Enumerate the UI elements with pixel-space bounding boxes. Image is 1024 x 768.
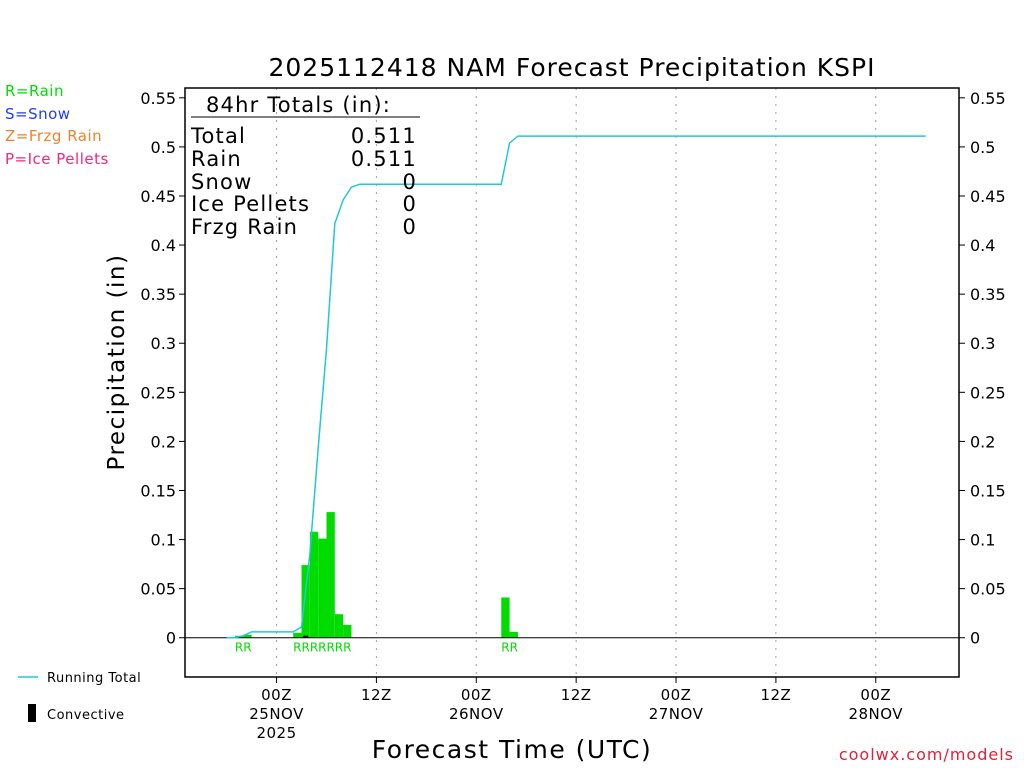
precip-type-label: R — [501, 641, 509, 655]
x-tick-label: 12Z — [561, 686, 592, 704]
running-total-line — [226, 135, 926, 639]
y-tick-label-right: 0 — [970, 629, 980, 648]
y-tick-label-left: 0.35 — [140, 285, 176, 304]
y-tick-label-left: 0.45 — [140, 187, 176, 206]
precip-type-label: R — [293, 641, 301, 655]
totals-label-rain: Rain — [191, 147, 242, 171]
totals-label-frzg-rain: Frzg Rain — [191, 215, 298, 239]
precip-bar — [326, 512, 335, 638]
y-tick-label-left: 0.3 — [151, 334, 176, 353]
precip-type-label: R — [335, 641, 343, 655]
y-tick-label-right: 0.5 — [970, 138, 995, 157]
y-tick-label-right: 0.3 — [970, 334, 995, 353]
totals-value-ice-pellets: 0 — [402, 192, 417, 216]
totals-value-frzg-rain: 0 — [402, 215, 417, 239]
y-axis-label: Precipitation (in) — [104, 254, 130, 471]
y-tick-label-right: 0.2 — [970, 432, 995, 451]
precip-type-label: R — [318, 641, 326, 655]
totals-label-total: Total — [190, 124, 246, 148]
running-total-legend-label: Running Total — [47, 671, 141, 686]
y-tick-label-left: 0.4 — [151, 236, 176, 255]
totals-header: 84hr Totals (in): — [206, 93, 391, 117]
x-tick-label: 12Z — [760, 686, 791, 704]
totals-label-ice-pellets: Ice Pellets — [191, 192, 310, 216]
x-tick-label: 12Z — [361, 686, 392, 704]
x-tick-label: 00Z — [461, 686, 492, 704]
legend-frzg-rain: Z=Frzg Rain — [5, 127, 103, 145]
x-tick-label: 00Z — [261, 686, 292, 704]
y-tick-label-right: 0.15 — [970, 481, 1006, 500]
y-tick-label-left: 0.05 — [140, 580, 176, 599]
y-tick-label-right: 0.35 — [970, 285, 1006, 304]
y-tick-label-left: 0.1 — [151, 531, 176, 550]
totals-label-snow: Snow — [191, 170, 252, 194]
totals-value-rain: 0.511 — [351, 147, 417, 171]
y-tick-label-left: 0.55 — [140, 89, 176, 108]
precip-type-label: R — [243, 641, 251, 655]
convective-legend-swatch — [28, 704, 36, 722]
y-axis-ticks: 0 00.05 0.050.1 0.10.15 0.150.2 0.20.25 0.250.… — [140, 89, 1005, 648]
y-tick-label-left: 0 — [166, 629, 176, 648]
convective-bars — [303, 635, 309, 638]
chart-title: 2025112418 NAM Forecast Precipitation KS… — [269, 53, 876, 82]
legend-snow: S=Snow — [5, 105, 71, 123]
x-tick-label: 00Z — [661, 686, 692, 704]
x-tick-label: 26NOV — [449, 705, 504, 723]
precip-bar — [509, 631, 518, 638]
y-tick-label-right: 0.05 — [970, 580, 1006, 599]
precip-bar — [343, 624, 352, 638]
y-tick-label-right: 0.1 — [970, 531, 995, 550]
y-tick-label-right: 0.45 — [970, 187, 1006, 206]
x-axis-label: Forecast Time (UTC) — [372, 735, 652, 764]
legend-rain: R=Rain — [5, 82, 64, 100]
precip-bar — [501, 597, 510, 638]
precip-type-label: R — [326, 641, 334, 655]
precip-bars — [234, 512, 518, 638]
precip-bar — [243, 634, 252, 638]
precip-type-label: R — [510, 641, 518, 655]
x-tick-label: 25NOV — [249, 705, 304, 723]
y-tick-label-left: 0.2 — [151, 432, 176, 451]
y-tick-label-right: 0.4 — [970, 236, 995, 255]
x-tick-label: 00Z — [860, 686, 891, 704]
totals-box: 84hr Totals (in): Total 0.511 Rain 0.511… — [190, 93, 420, 239]
precip-type-label: R — [310, 641, 318, 655]
vertical-gridlines — [276, 88, 877, 677]
precip-type-label: R — [302, 641, 310, 655]
precip-bar — [309, 531, 319, 638]
convective-legend-label: Convective — [47, 708, 125, 723]
y-tick-label-right: 0.55 — [970, 89, 1006, 108]
y-tick-label-right: 0.25 — [970, 383, 1006, 402]
site-credit: coolwx.com/models — [838, 745, 1014, 764]
precip-bar — [301, 565, 310, 638]
convective-bar — [303, 635, 309, 638]
x-tick-label: 27NOV — [649, 705, 704, 723]
totals-value-snow: 0 — [402, 170, 417, 194]
totals-value-total: 0.511 — [351, 124, 417, 148]
precip-bar — [334, 614, 344, 638]
y-tick-label-left: 0.15 — [140, 481, 176, 500]
y-tick-label-left: 0.25 — [140, 383, 176, 402]
legend-ice-pellets: P=Ice Pellets — [5, 150, 109, 168]
x-tick-label: 28NOV — [848, 705, 903, 723]
precip-type-label: R — [343, 641, 351, 655]
plot-frame — [184, 87, 960, 678]
precip-bar — [318, 538, 327, 638]
precip-bar — [293, 632, 302, 638]
precip-type-label: R — [235, 641, 243, 655]
x-tick-label: 2025 — [256, 724, 296, 742]
y-tick-label-left: 0.5 — [151, 138, 176, 157]
